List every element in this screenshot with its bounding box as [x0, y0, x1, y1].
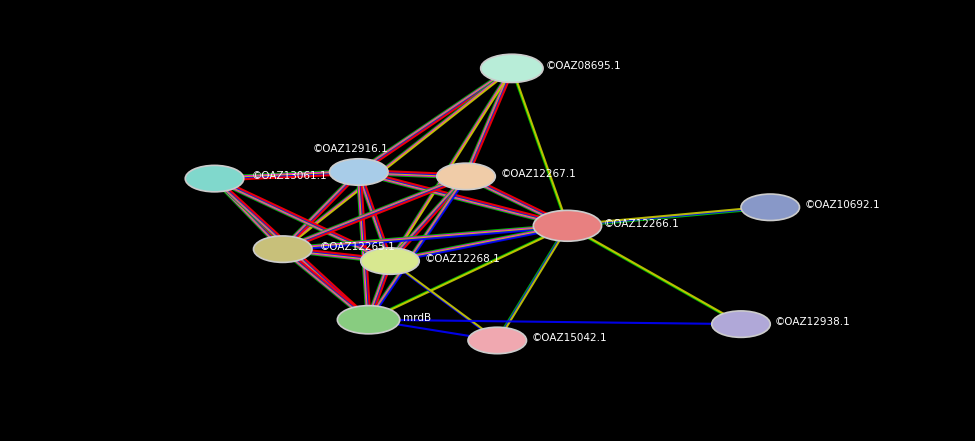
Text: ©OAZ12916.1: ©OAZ12916.1	[313, 144, 389, 154]
Text: ©OAZ12938.1: ©OAZ12938.1	[775, 317, 851, 327]
Circle shape	[337, 306, 400, 334]
Text: ©OAZ08695.1: ©OAZ08695.1	[546, 61, 622, 71]
Circle shape	[481, 54, 543, 82]
Circle shape	[712, 311, 770, 337]
Text: ©OAZ13061.1: ©OAZ13061.1	[252, 172, 328, 181]
Text: mrdB: mrdB	[403, 313, 431, 322]
Circle shape	[330, 159, 388, 185]
Circle shape	[254, 236, 312, 262]
Circle shape	[533, 210, 602, 241]
Text: ©OAZ12265.1: ©OAZ12265.1	[320, 242, 396, 252]
Circle shape	[361, 248, 419, 274]
Text: ©OAZ12267.1: ©OAZ12267.1	[500, 169, 576, 179]
Circle shape	[437, 163, 495, 190]
Circle shape	[741, 194, 800, 220]
Text: ©OAZ12266.1: ©OAZ12266.1	[604, 219, 680, 228]
Text: ©OAZ15042.1: ©OAZ15042.1	[531, 333, 607, 343]
Text: ©OAZ10692.1: ©OAZ10692.1	[804, 200, 880, 210]
Circle shape	[468, 327, 526, 354]
Circle shape	[185, 165, 244, 192]
Text: ©OAZ12268.1: ©OAZ12268.1	[424, 254, 500, 264]
